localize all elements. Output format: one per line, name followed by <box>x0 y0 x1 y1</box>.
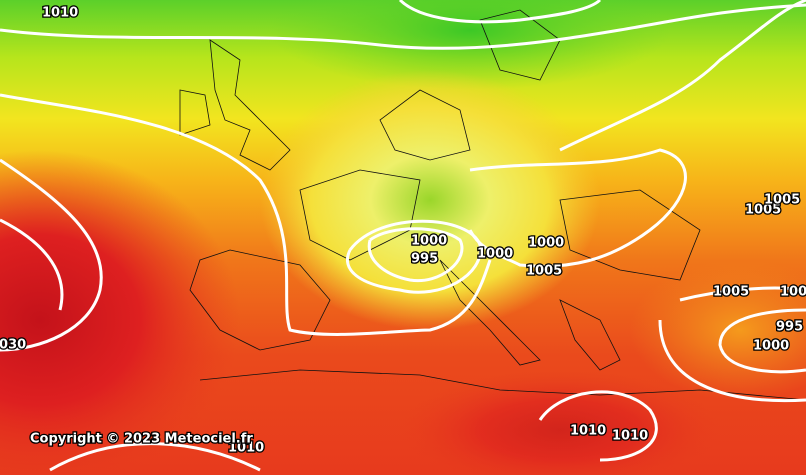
coastlines <box>179 9 806 401</box>
isobar-label: 1000 <box>411 234 447 249</box>
isobar-label: 1010 <box>570 424 606 439</box>
isobar-label: 1005 <box>764 193 800 208</box>
low-alps <box>260 70 600 330</box>
low-north <box>270 0 670 90</box>
high-africa <box>400 370 720 475</box>
isobar-label: 1010 <box>42 6 78 21</box>
isobar-label: 1010 <box>228 441 264 456</box>
isobar-label: 1005 <box>745 203 781 218</box>
isobar-labels: 1010103010009951000100010051005100510051… <box>0 4 806 457</box>
isobar-label: 1005 <box>713 285 749 300</box>
isobar-label: 1000 <box>528 236 564 251</box>
copyright: Copyright © 2023 Meteociel.fr <box>30 432 253 447</box>
isobar-label: 1010 <box>612 429 648 444</box>
isobar-label: 995 <box>411 252 438 267</box>
isobar-label: 1000 <box>753 339 789 354</box>
isobar-label: 1030 <box>0 338 26 353</box>
high-atlantic <box>0 150 240 475</box>
isobar-label: 1000 <box>780 285 806 300</box>
isobar-label: 1005 <box>526 264 562 279</box>
isobar-label: 995 <box>776 320 803 335</box>
isobar-label: 1000 <box>477 247 513 262</box>
